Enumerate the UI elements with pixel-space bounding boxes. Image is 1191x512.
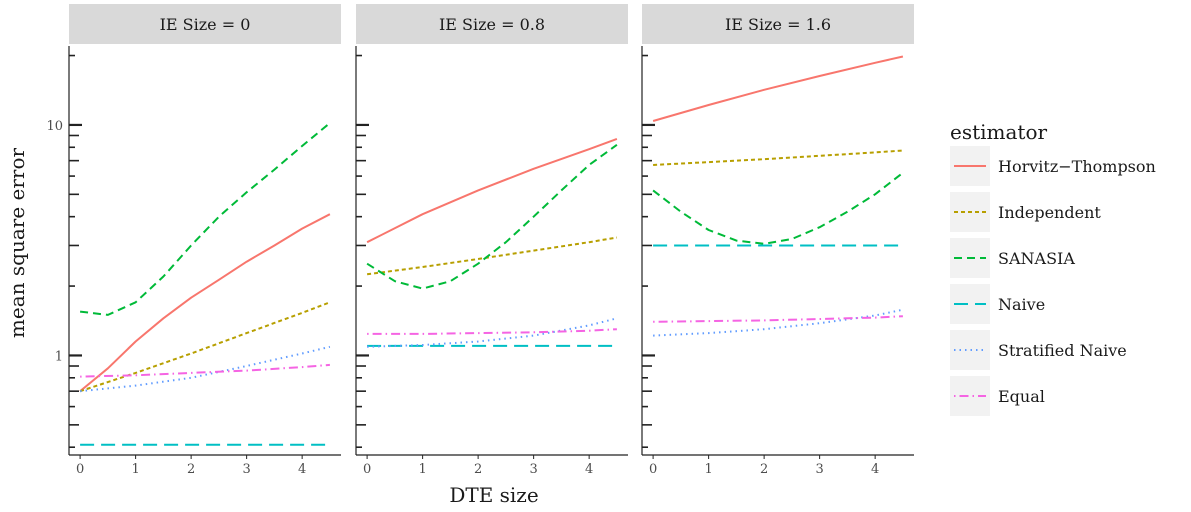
x-tick-label: 2 [760, 462, 768, 477]
facet-panel: IE Size = 1.6 0 1 2 3 4 [641, 4, 914, 477]
legend-label: Horvitz−Thompson [998, 157, 1156, 176]
strip-background [69, 4, 341, 44]
series-line [79, 213, 331, 392]
x-tick-label: 1 [418, 462, 426, 477]
legend-label: Independent [998, 203, 1101, 222]
strip-background [642, 4, 914, 44]
series-line [366, 137, 618, 244]
legend-label: SANASIA [998, 249, 1075, 268]
y-tick-label: 1 [55, 349, 63, 364]
x-tick-label: 4 [585, 462, 593, 477]
x-tick-label: 2 [474, 462, 482, 477]
x-tick-label: 3 [242, 462, 250, 477]
series-line [79, 301, 331, 393]
y-axis-title: mean square error [5, 147, 29, 338]
x-tick-label: 3 [815, 462, 823, 477]
legend-title: estimator [950, 120, 1048, 144]
strip-label: IE Size = 1.6 [725, 15, 831, 34]
y-tick-label: 10 [46, 119, 63, 134]
x-tick-label: 0 [76, 462, 84, 477]
legend: estimator Horvitz−Thompson Independent SAN… [950, 120, 1156, 416]
series-line [367, 328, 617, 335]
strip-label: IE Size = 0 [160, 15, 251, 34]
series-line [653, 149, 903, 166]
series-line [652, 55, 904, 122]
series-line [366, 143, 618, 290]
facet-panel: IE Size = 0 1 10 0 1 2 3 4 [46, 4, 341, 477]
strip-background [356, 4, 628, 44]
x-tick-label: 2 [187, 462, 195, 477]
series-line [653, 315, 903, 323]
series-line [652, 172, 904, 245]
x-tick-label: 4 [871, 462, 879, 477]
facet-panel: IE Size = 0.8 0 1 2 3 4 [355, 4, 628, 477]
x-tick-label: 0 [649, 462, 657, 477]
series-line [653, 308, 904, 337]
x-tick-label: 3 [529, 462, 537, 477]
x-tick-label: 1 [704, 462, 712, 477]
x-tick-label: 4 [298, 462, 306, 477]
legend-key [950, 330, 990, 370]
x-axis-title: DTE size [449, 483, 538, 507]
series-line [80, 363, 330, 378]
series-line [366, 236, 618, 276]
series-line [79, 345, 331, 393]
legend-label: Stratified Naive [998, 341, 1127, 360]
legend-label: Naive [998, 295, 1045, 314]
series-line [79, 122, 331, 316]
legend-label: Equal [998, 387, 1045, 406]
x-tick-label: 1 [131, 462, 139, 477]
x-tick-label: 0 [363, 462, 371, 477]
strip-label: IE Size = 0.8 [439, 15, 545, 34]
